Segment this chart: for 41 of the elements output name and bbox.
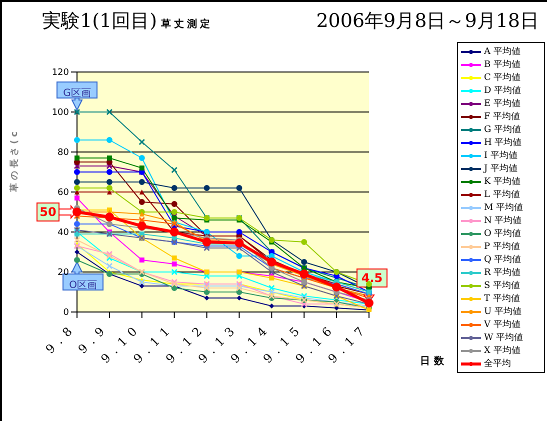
legend-label: F 平均値 [484, 110, 520, 123]
y-axis-title: 草の長さ(c [9, 128, 20, 193]
y-tick-label: 60 [58, 188, 70, 198]
text: 2006年9月8日～9月18日 [316, 9, 539, 34]
legend-label: O 平均値 [484, 228, 522, 240]
y-tick-label: 120 [52, 68, 70, 78]
annotation: 50 [40, 205, 56, 219]
x-axis-title: 日数 [420, 354, 448, 368]
legend-label: E 平均値 [484, 98, 520, 110]
legend-label: B 平均値 [484, 58, 520, 71]
legend-label: X 平均値 [484, 344, 520, 357]
legend-label: U 平均値 [484, 306, 522, 318]
legend-label: R 平均値 [484, 266, 521, 279]
legend-label: 全平均 [484, 358, 511, 370]
annotation: 4.5 [361, 271, 383, 285]
legend-label: A 平均値 [484, 46, 520, 58]
y-tick-label: 100 [52, 108, 70, 118]
legend-label: M 平均値 [484, 202, 524, 214]
legend-label: J 平均値 [484, 162, 518, 175]
legend-label: Q 平均値 [484, 254, 522, 266]
legend-label: C 平均値 [484, 72, 521, 84]
legend-label: T 平均値 [484, 292, 520, 305]
legend-label: I 平均値 [484, 150, 518, 162]
legend-label: V 平均値 [484, 318, 520, 331]
y-tick-label: 80 [58, 148, 70, 158]
legend-label: P 平均値 [484, 240, 520, 253]
legend-label: L 平均値 [484, 188, 520, 201]
chart-title: 実験1(1回目) [42, 10, 158, 32]
legend-label: D 平均値 [484, 84, 522, 97]
legend-label: G 平均値 [484, 124, 522, 136]
y-tick-label: 40 [58, 228, 70, 238]
legend-label: H 平均値 [484, 136, 522, 149]
annotation: O区画 [69, 280, 97, 291]
chart-subtitle: 草丈測定 [161, 19, 214, 30]
y-tick-label: 0 [63, 308, 70, 318]
legend-label: N 平均値 [484, 214, 522, 227]
legend-label: K 平均値 [484, 176, 521, 188]
legend-label: S 平均値 [484, 280, 520, 292]
annotation: G区画 [63, 88, 91, 99]
legend-label: W 平均値 [484, 332, 524, 344]
y-tick-label: 20 [58, 268, 70, 278]
